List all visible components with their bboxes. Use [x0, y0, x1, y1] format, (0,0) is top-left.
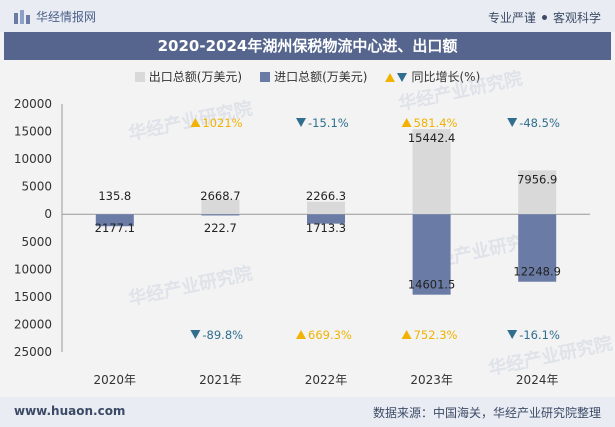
- watermark-2: 华经产业研究院: [126, 262, 254, 310]
- import-growth-label: 669.3%: [308, 328, 352, 342]
- export-bar: [95, 213, 134, 215]
- legend-swatch-import: [260, 71, 271, 82]
- y-tick-label: 15000: [14, 125, 52, 139]
- y-tick-label: 20000: [14, 97, 52, 111]
- import-growth-arrow-icon: [296, 330, 306, 339]
- y-tick-label: 0: [44, 207, 52, 221]
- footer-source: 数据来源：中国海关，华经产业研究院整理: [372, 406, 601, 420]
- x-tick-label: 2020年: [94, 373, 137, 387]
- legend-item-export[interactable]: 出口总额(万美元): [134, 68, 243, 85]
- y-tick-label: 20000: [14, 317, 52, 331]
- export-value-label: 135.8: [98, 189, 131, 203]
- import-bar: [95, 214, 134, 227]
- export-value-label: 7956.9: [517, 172, 557, 186]
- export-bar: [412, 129, 451, 215]
- brand-logo-icon: [14, 9, 30, 24]
- export-growth-label: 1021%: [202, 116, 242, 130]
- y-tick-label: 5000: [21, 235, 52, 249]
- footer-bar: www.huaon.com 数据来源：中国海关，华经产业研究院整理: [0, 397, 615, 427]
- footer-site-link[interactable]: www.huaon.com: [14, 404, 126, 418]
- import-value-label: 2177.1: [95, 221, 135, 235]
- import-bar: [201, 214, 240, 216]
- export-growth-arrow-icon: [190, 118, 201, 127]
- y-tick-label: 10000: [14, 152, 52, 166]
- top-bar: 华经情报网 专业严谨 客观科学: [0, 0, 615, 32]
- export-value-label: 2668.7: [200, 189, 240, 203]
- y-tick-label: 25000: [14, 345, 52, 359]
- import-growth-label: -89.8%: [202, 328, 243, 342]
- export-growth-arrow-icon: [401, 118, 412, 127]
- legend-label-growth: 同比增长(%): [411, 70, 481, 84]
- y-tick-label: 15000: [14, 290, 52, 304]
- import-growth-arrow-icon: [507, 330, 518, 339]
- tagline-right: 客观科学: [552, 11, 601, 25]
- export-bar: [518, 170, 557, 215]
- tagline: 专业严谨 客观科学: [488, 9, 601, 26]
- legend-label-import: 进口总额(万美元): [274, 70, 368, 84]
- bullet-icon: [541, 15, 547, 20]
- import-growth-label: -16.1%: [519, 328, 560, 342]
- import-bar: [412, 214, 451, 295]
- chart-legend: 出口总额(万美元) 进口总额(万美元) 同比增长(%): [0, 68, 615, 85]
- import-value-label: 222.7: [204, 221, 237, 235]
- export-growth-label: -15.1%: [308, 116, 349, 130]
- x-tick-label: 2024年: [516, 373, 559, 387]
- export-growth-arrow-icon: [296, 118, 306, 127]
- x-tick-label: 2023年: [410, 373, 453, 387]
- x-tick-label: 2021年: [199, 373, 242, 387]
- import-growth-arrow-icon: [401, 330, 412, 339]
- export-bar: [307, 201, 345, 215]
- y-tick-label: 10000: [14, 262, 52, 276]
- brand-name: 华经情报网: [36, 10, 97, 24]
- import-growth-label: 752.3%: [414, 328, 458, 342]
- import-value-label: 12248.9: [513, 265, 561, 279]
- watermark-1: 华经产业研究院: [396, 67, 524, 115]
- import-bar: [307, 214, 345, 224]
- legend-item-growth[interactable]: 同比增长(%): [385, 68, 480, 85]
- export-bar: [201, 199, 240, 215]
- y-tick-label: 5000: [21, 180, 52, 194]
- import-growth-arrow-icon: [190, 330, 201, 339]
- export-growth-label: 581.4%: [414, 116, 458, 130]
- export-growth-arrow-icon: [507, 118, 518, 127]
- legend-item-import[interactable]: 进口总额(万美元): [260, 68, 367, 85]
- x-tick-label: 2022年: [305, 373, 348, 387]
- export-value-label: 2266.3: [306, 189, 346, 203]
- brand[interactable]: 华经情报网: [14, 8, 96, 25]
- growth-triangles-icon: [385, 72, 408, 82]
- export-growth-label: -48.5%: [519, 116, 560, 130]
- legend-swatch-export: [134, 71, 145, 82]
- chart-title: 2020-2024年湖州保税物流中心进、出口额: [4, 32, 611, 60]
- import-bar: [518, 214, 557, 282]
- export-value-label: 15442.4: [408, 131, 456, 145]
- import-value-label: 14601.5: [408, 278, 456, 292]
- import-value-label: 1713.3: [306, 221, 346, 235]
- legend-label-export: 出口总额(万美元): [148, 70, 243, 84]
- tagline-left: 专业严谨: [487, 11, 536, 25]
